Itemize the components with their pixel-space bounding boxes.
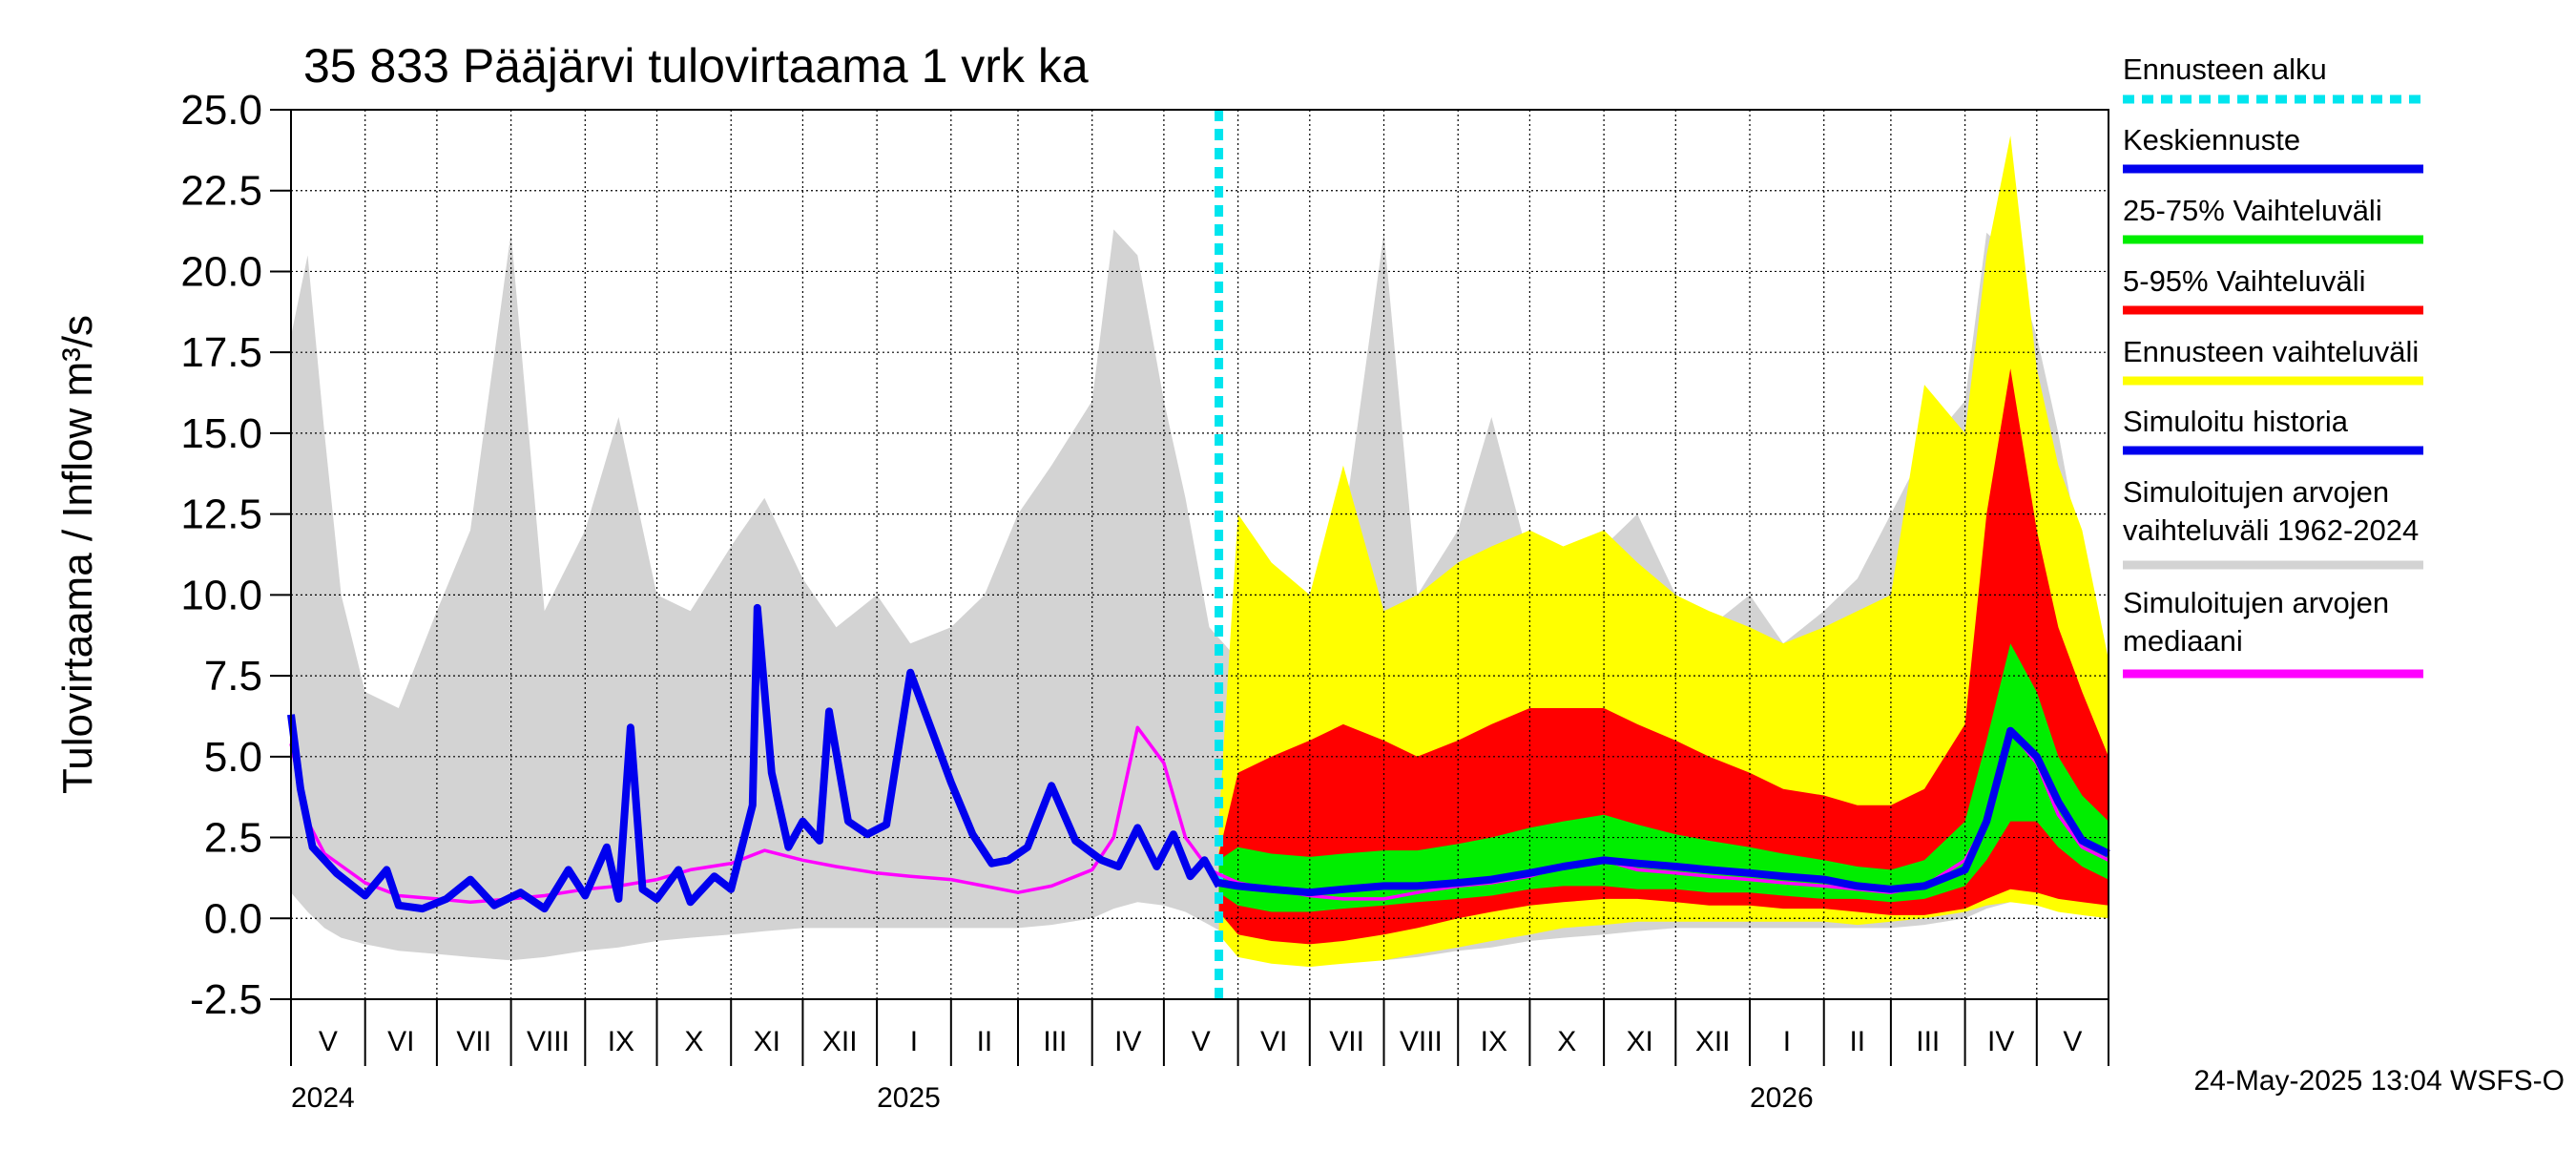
- band-layer: [291, 136, 2109, 968]
- timestamp-footer: 24-May-2025 13:04 WSFS-O: [2194, 1065, 2566, 1097]
- line-layer: [287, 110, 2110, 999]
- x-month-label: XII: [822, 1026, 858, 1057]
- x-month-label: VIII: [527, 1026, 570, 1057]
- x-month-label: IV: [1987, 1026, 2014, 1057]
- legend-label: Simuloitujen arvojen: [2123, 475, 2389, 509]
- plot-frame: [290, 109, 2109, 1000]
- x-month-label: X: [1557, 1026, 1576, 1057]
- x-month-label: II: [1849, 1026, 1865, 1057]
- x-month-label: VII: [1329, 1026, 1364, 1057]
- x-year-label: 2025: [877, 1082, 941, 1114]
- x-month-label: III: [1916, 1026, 1940, 1057]
- x-month-label: VII: [456, 1026, 491, 1057]
- axes-layer: 25.0 22.5 20.0 17.5 15.0 12.5 10.0 7.5 5.0 2.5 0.0…: [180, 87, 2109, 1114]
- y-tick-label: 15.0: [180, 410, 262, 457]
- x-month-label: IX: [608, 1026, 634, 1057]
- y-tick-label: 7.5: [204, 653, 262, 700]
- y-tick-label: 17.5: [180, 329, 262, 376]
- line-keskiennuste: [1217, 726, 2110, 897]
- y-tick-label: 22.5: [180, 168, 262, 215]
- band-25-75-vaihteluv-li: [1218, 643, 2109, 912]
- y-tick-label: 0.0: [204, 895, 262, 942]
- legend-item-ennusteen-vaihteluv-li: Ennusteen vaihteluväli: [2123, 335, 2423, 386]
- legend-item-5-95-vaihteluv-li: 5-95% Vaihteluväli: [2123, 264, 2423, 315]
- x-month-label: IX: [1481, 1026, 1507, 1057]
- x-month-label: II: [977, 1026, 993, 1057]
- x-year-label: 2026: [1750, 1082, 1814, 1114]
- y-tick-label: 5.0: [204, 734, 262, 781]
- x-month-label: XI: [754, 1026, 780, 1057]
- legend-label: Simuloitu historia: [2123, 405, 2349, 438]
- x-month-label: VI: [387, 1026, 414, 1057]
- y-tick-label: 10.0: [180, 572, 262, 618]
- x-month-label: I: [1783, 1026, 1791, 1057]
- legend-item-keskiennuste: Keskiennuste: [2123, 123, 2423, 174]
- legend-item-simuloitujen-arvojen-vaihteluv-li-1962-2024: Simuloitujen arvojen vaihteluväli 1962-20…: [2123, 475, 2423, 570]
- legend-label: Ennusteen alku: [2123, 52, 2327, 86]
- x-month-label: XII: [1695, 1026, 1731, 1057]
- legend-label: Simuloitujen arvojen: [2123, 586, 2389, 619]
- legend-item-simuloitujen-arvojen-mediaani: Simuloitujen arvojen mediaani: [2123, 586, 2423, 679]
- y-tick-label: 20.0: [180, 248, 262, 295]
- x-month-label: V: [319, 1026, 338, 1057]
- legend-label: mediaani: [2123, 624, 2243, 658]
- legend-label: Keskiennuste: [2123, 123, 2300, 157]
- legend-item-25-75-vaihteluv-li: 25-75% Vaihteluväli: [2123, 194, 2423, 244]
- legend-item-ennusteen-alku: Ennusteen alku: [2123, 52, 2423, 104]
- x-month-label: VIII: [1400, 1026, 1443, 1057]
- x-month-label: X: [684, 1026, 703, 1057]
- x-year-label: 2024: [291, 1082, 355, 1114]
- legend: Ennusteen alku Keskiennuste 25-75% Vaihtel…: [2123, 52, 2423, 679]
- y-tick-label: 25.0: [180, 87, 262, 134]
- legend-item-simuloitu-historia: Simuloitu historia: [2123, 405, 2423, 455]
- x-month-label: V: [1192, 1026, 1211, 1057]
- x-month-label: I: [910, 1026, 918, 1057]
- x-month-label: VI: [1260, 1026, 1287, 1057]
- x-month-label: V: [2063, 1026, 2082, 1057]
- y-axis-label: Tulovirtaama / Inflow m³/s: [54, 315, 101, 794]
- line-simuloitu-historia: [287, 603, 1223, 913]
- y-tick-label: 12.5: [180, 491, 262, 538]
- legend-label: 5-95% Vaihteluväli: [2123, 264, 2365, 298]
- x-month-label: III: [1043, 1026, 1067, 1057]
- chart-title: 35 833 Pääjärvi tulovirtaama 1 vrk ka: [303, 39, 1089, 93]
- x-month-label: XI: [1627, 1026, 1653, 1057]
- legend-label: vaihteluväli 1962-2024: [2123, 513, 2419, 547]
- x-month-label: IV: [1114, 1026, 1141, 1057]
- y-tick-label: -2.5: [190, 976, 262, 1023]
- legend-label: Ennusteen vaihteluväli: [2123, 335, 2419, 368]
- legend-label: 25-75% Vaihteluväli: [2123, 194, 2382, 227]
- y-tick-label: 2.5: [204, 815, 262, 862]
- band-5-95-vaihteluv-li: [1218, 368, 2109, 945]
